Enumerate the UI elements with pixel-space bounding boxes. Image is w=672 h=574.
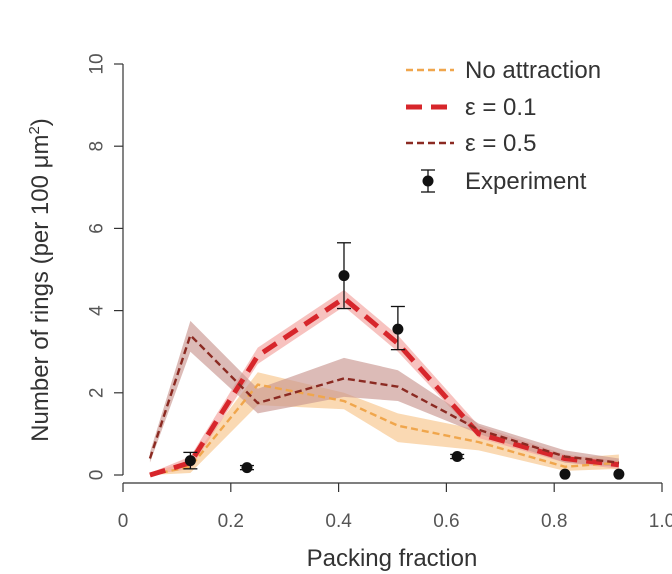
legend-label: ε = 0.5 <box>465 130 536 157</box>
band-epsilon-0-5 <box>149 320 619 467</box>
series-line-epsilon-0-5 <box>148 334 620 464</box>
experiment-point <box>451 451 463 463</box>
series-line-epsilon-0-1 <box>149 295 620 478</box>
legend: No attraction ε = 0.1 ε = 0.5 Experiment <box>406 57 601 195</box>
y-tick-label: 4 <box>87 305 108 316</box>
experiment-point <box>559 468 571 480</box>
x-tick-label: 1.0 <box>649 511 672 532</box>
legend-item-epsilon-0-1: ε = 0.1 <box>406 94 536 121</box>
x-tick-label: 0.6 <box>433 511 459 532</box>
x-axis-ticks: 0 0.2 0.4 0.6 0.8 1.0 <box>118 483 672 532</box>
y-axis-label: Number of rings (per 100 μm2) <box>26 118 54 442</box>
y-tick-label: 10 <box>87 53 108 74</box>
y-tick-label: 0 <box>87 470 108 481</box>
x-axis-label: Packing fraction <box>307 545 478 572</box>
experiment-point <box>241 462 253 474</box>
x-tick-label: 0.2 <box>218 511 244 532</box>
y-axis-label-sup: 2 <box>26 126 43 134</box>
legend-item-no-attraction: No attraction <box>406 57 601 84</box>
x-tick-label: 0 <box>118 511 129 532</box>
series-lines <box>148 295 620 478</box>
experiment-points <box>183 242 625 480</box>
legend-label: No attraction <box>465 57 601 84</box>
y-tick-label: 6 <box>87 223 108 234</box>
legend-label: ε = 0.1 <box>465 94 536 121</box>
y-axis-ticks: 0 2 4 6 8 10 <box>87 53 123 481</box>
y-axis-label-main: Number of rings (per 100 μm <box>27 135 54 442</box>
axes <box>122 64 662 484</box>
series-line-no-attraction <box>149 383 619 477</box>
y-axis-label-close: ) <box>27 118 54 126</box>
x-tick-label: 0.8 <box>541 511 567 532</box>
legend-item-epsilon-0-5: ε = 0.5 <box>406 130 536 157</box>
experiment-point <box>184 455 196 467</box>
experiment-point <box>392 323 404 335</box>
legend-label: Experiment <box>465 168 587 195</box>
y-tick-label: 2 <box>87 388 108 399</box>
experiment-point <box>338 270 350 282</box>
x-tick-label: 0.4 <box>325 511 352 532</box>
y-tick-label: 8 <box>87 141 108 152</box>
experiment-point <box>613 468 625 480</box>
legend-marker <box>422 175 434 187</box>
confidence-bands <box>149 290 619 475</box>
legend-item-experiment: Experiment <box>421 168 587 195</box>
